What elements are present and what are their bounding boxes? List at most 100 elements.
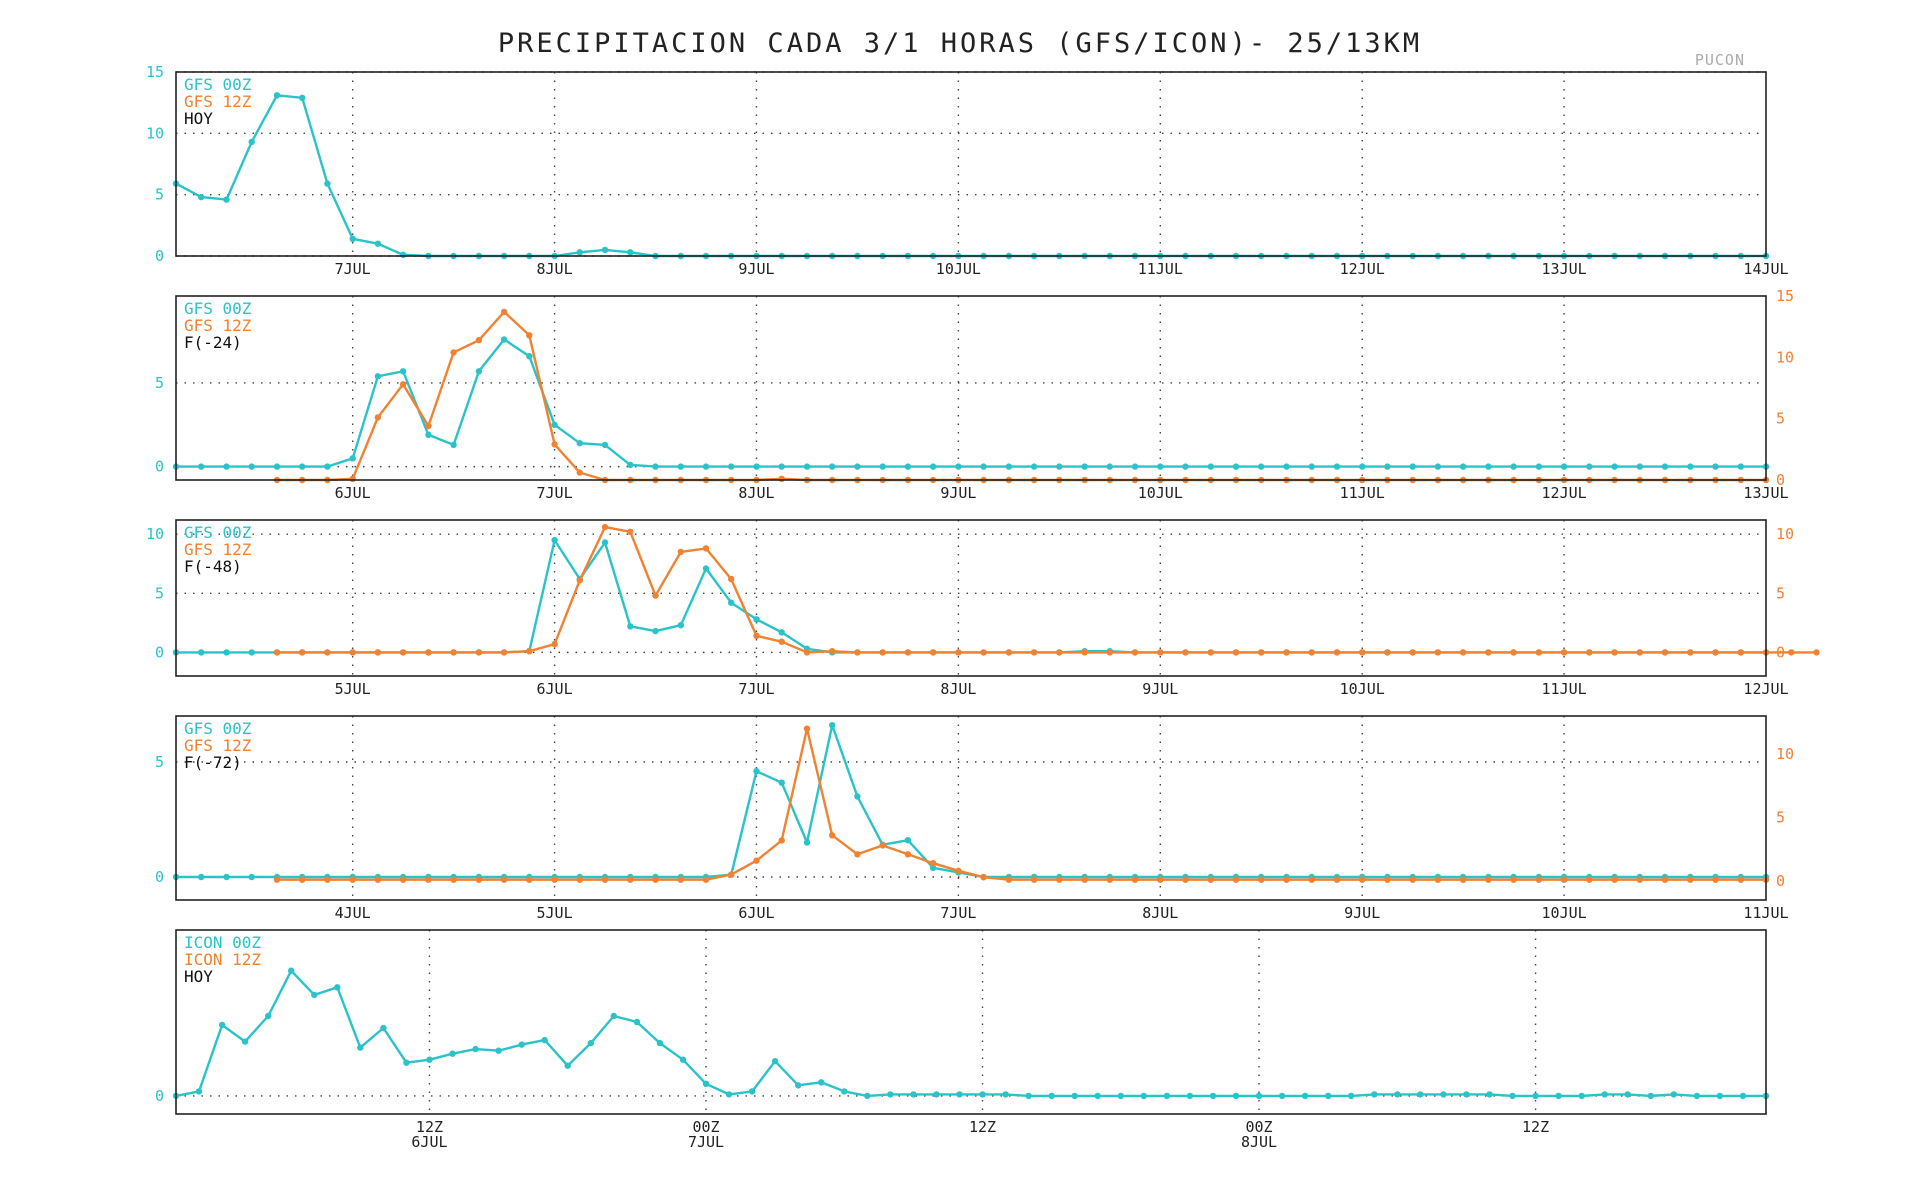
data-point — [198, 649, 205, 656]
data-point — [854, 851, 861, 858]
data-point — [1409, 876, 1416, 883]
y-tick-label-left: 0 — [155, 868, 164, 886]
data-point — [702, 463, 710, 470]
data-point — [753, 463, 760, 470]
data-point — [753, 768, 760, 775]
data-point — [955, 463, 962, 470]
data-point — [495, 1047, 502, 1054]
data-point — [526, 332, 533, 339]
data-point — [349, 876, 356, 883]
data-point — [1434, 876, 1442, 883]
data-point — [956, 1091, 963, 1098]
data-point — [1417, 1091, 1424, 1098]
panel-2: 6JUL 7JUL 8JUL 9JUL 10JUL 11JUL 12JUL 13JUL0505… — [155, 287, 1794, 502]
x-tick-label: 10JUL — [1542, 904, 1587, 922]
data-point — [475, 649, 483, 656]
data-point — [1094, 1092, 1101, 1100]
data-point — [601, 539, 609, 546]
data-point — [778, 475, 785, 482]
data-point — [587, 1039, 594, 1047]
data-point — [273, 92, 281, 99]
y-tick-label-left: 0 — [155, 247, 164, 265]
data-point — [1232, 876, 1240, 883]
data-point — [601, 246, 609, 254]
data-point — [1737, 876, 1745, 883]
data-point — [1081, 463, 1088, 470]
data-point — [1712, 649, 1719, 656]
data-point — [1535, 649, 1543, 656]
data-point — [748, 1088, 756, 1095]
x-tick-label: 6JUL — [411, 1133, 447, 1151]
data-point — [1486, 1091, 1493, 1098]
legend-entry: GFS 12Z — [184, 316, 252, 335]
data-point — [1030, 876, 1038, 883]
data-point — [399, 251, 407, 258]
data-point — [627, 876, 634, 883]
y-tick-label-right: 10 — [1776, 525, 1794, 543]
data-point — [854, 649, 861, 656]
data-point — [1636, 463, 1644, 470]
data-point — [1025, 1092, 1032, 1100]
y-tick-label-right: 10 — [1776, 348, 1794, 366]
data-point — [576, 469, 583, 476]
panel-frame — [175, 71, 1767, 257]
data-point — [1578, 1092, 1585, 1100]
data-point — [1056, 463, 1063, 470]
data-point — [1384, 463, 1391, 470]
x-tick-label: 13JUL — [1542, 260, 1587, 278]
data-point — [349, 475, 356, 482]
data-point — [374, 373, 382, 380]
data-point — [1056, 649, 1063, 656]
data-point — [324, 876, 331, 883]
data-point — [541, 1036, 548, 1044]
data-point — [652, 876, 659, 883]
data-point — [1409, 649, 1416, 656]
data-point — [1394, 1091, 1401, 1098]
data-point — [1071, 1092, 1078, 1100]
data-point — [334, 984, 341, 991]
data-point — [265, 1012, 272, 1020]
data-point — [1207, 649, 1215, 656]
data-point — [879, 463, 886, 470]
data-point — [1283, 649, 1290, 656]
data-point — [450, 649, 457, 656]
data-point — [1535, 876, 1543, 883]
data-point — [1359, 463, 1366, 470]
data-point — [1209, 1092, 1217, 1100]
data-point — [1048, 1092, 1055, 1100]
data-point — [374, 876, 382, 883]
data-point — [324, 649, 331, 656]
data-point — [778, 779, 785, 786]
data-point — [1207, 463, 1215, 470]
data-point — [248, 649, 255, 656]
data-point — [879, 842, 886, 849]
data-point — [728, 575, 735, 583]
data-point — [1182, 463, 1189, 470]
data-point — [195, 1088, 203, 1095]
data-point — [803, 649, 811, 656]
x-tick-label: 10JUL — [936, 260, 981, 278]
y-tick-label-left: 0 — [155, 643, 164, 661]
x-tick-label: 11JUL — [1542, 680, 1587, 698]
series-line-gfs-12z — [277, 525, 1817, 654]
data-point — [399, 381, 407, 388]
data-point — [829, 463, 836, 470]
data-point — [1333, 649, 1341, 656]
data-point — [702, 876, 710, 883]
data-point — [829, 648, 836, 655]
x-tick-label: 4JUL — [335, 904, 371, 922]
data-point — [324, 180, 331, 187]
data-point — [425, 876, 432, 883]
x-tick-label: 8JUL — [738, 484, 774, 502]
data-point — [223, 873, 230, 881]
data-point — [1737, 463, 1745, 470]
data-point — [1560, 463, 1568, 470]
data-point — [1384, 876, 1391, 883]
data-point — [1157, 649, 1164, 656]
panel-frame — [175, 929, 1767, 1115]
data-point — [929, 860, 937, 867]
x-tick-label: 5JUL — [537, 904, 573, 922]
data-point — [1712, 876, 1719, 883]
